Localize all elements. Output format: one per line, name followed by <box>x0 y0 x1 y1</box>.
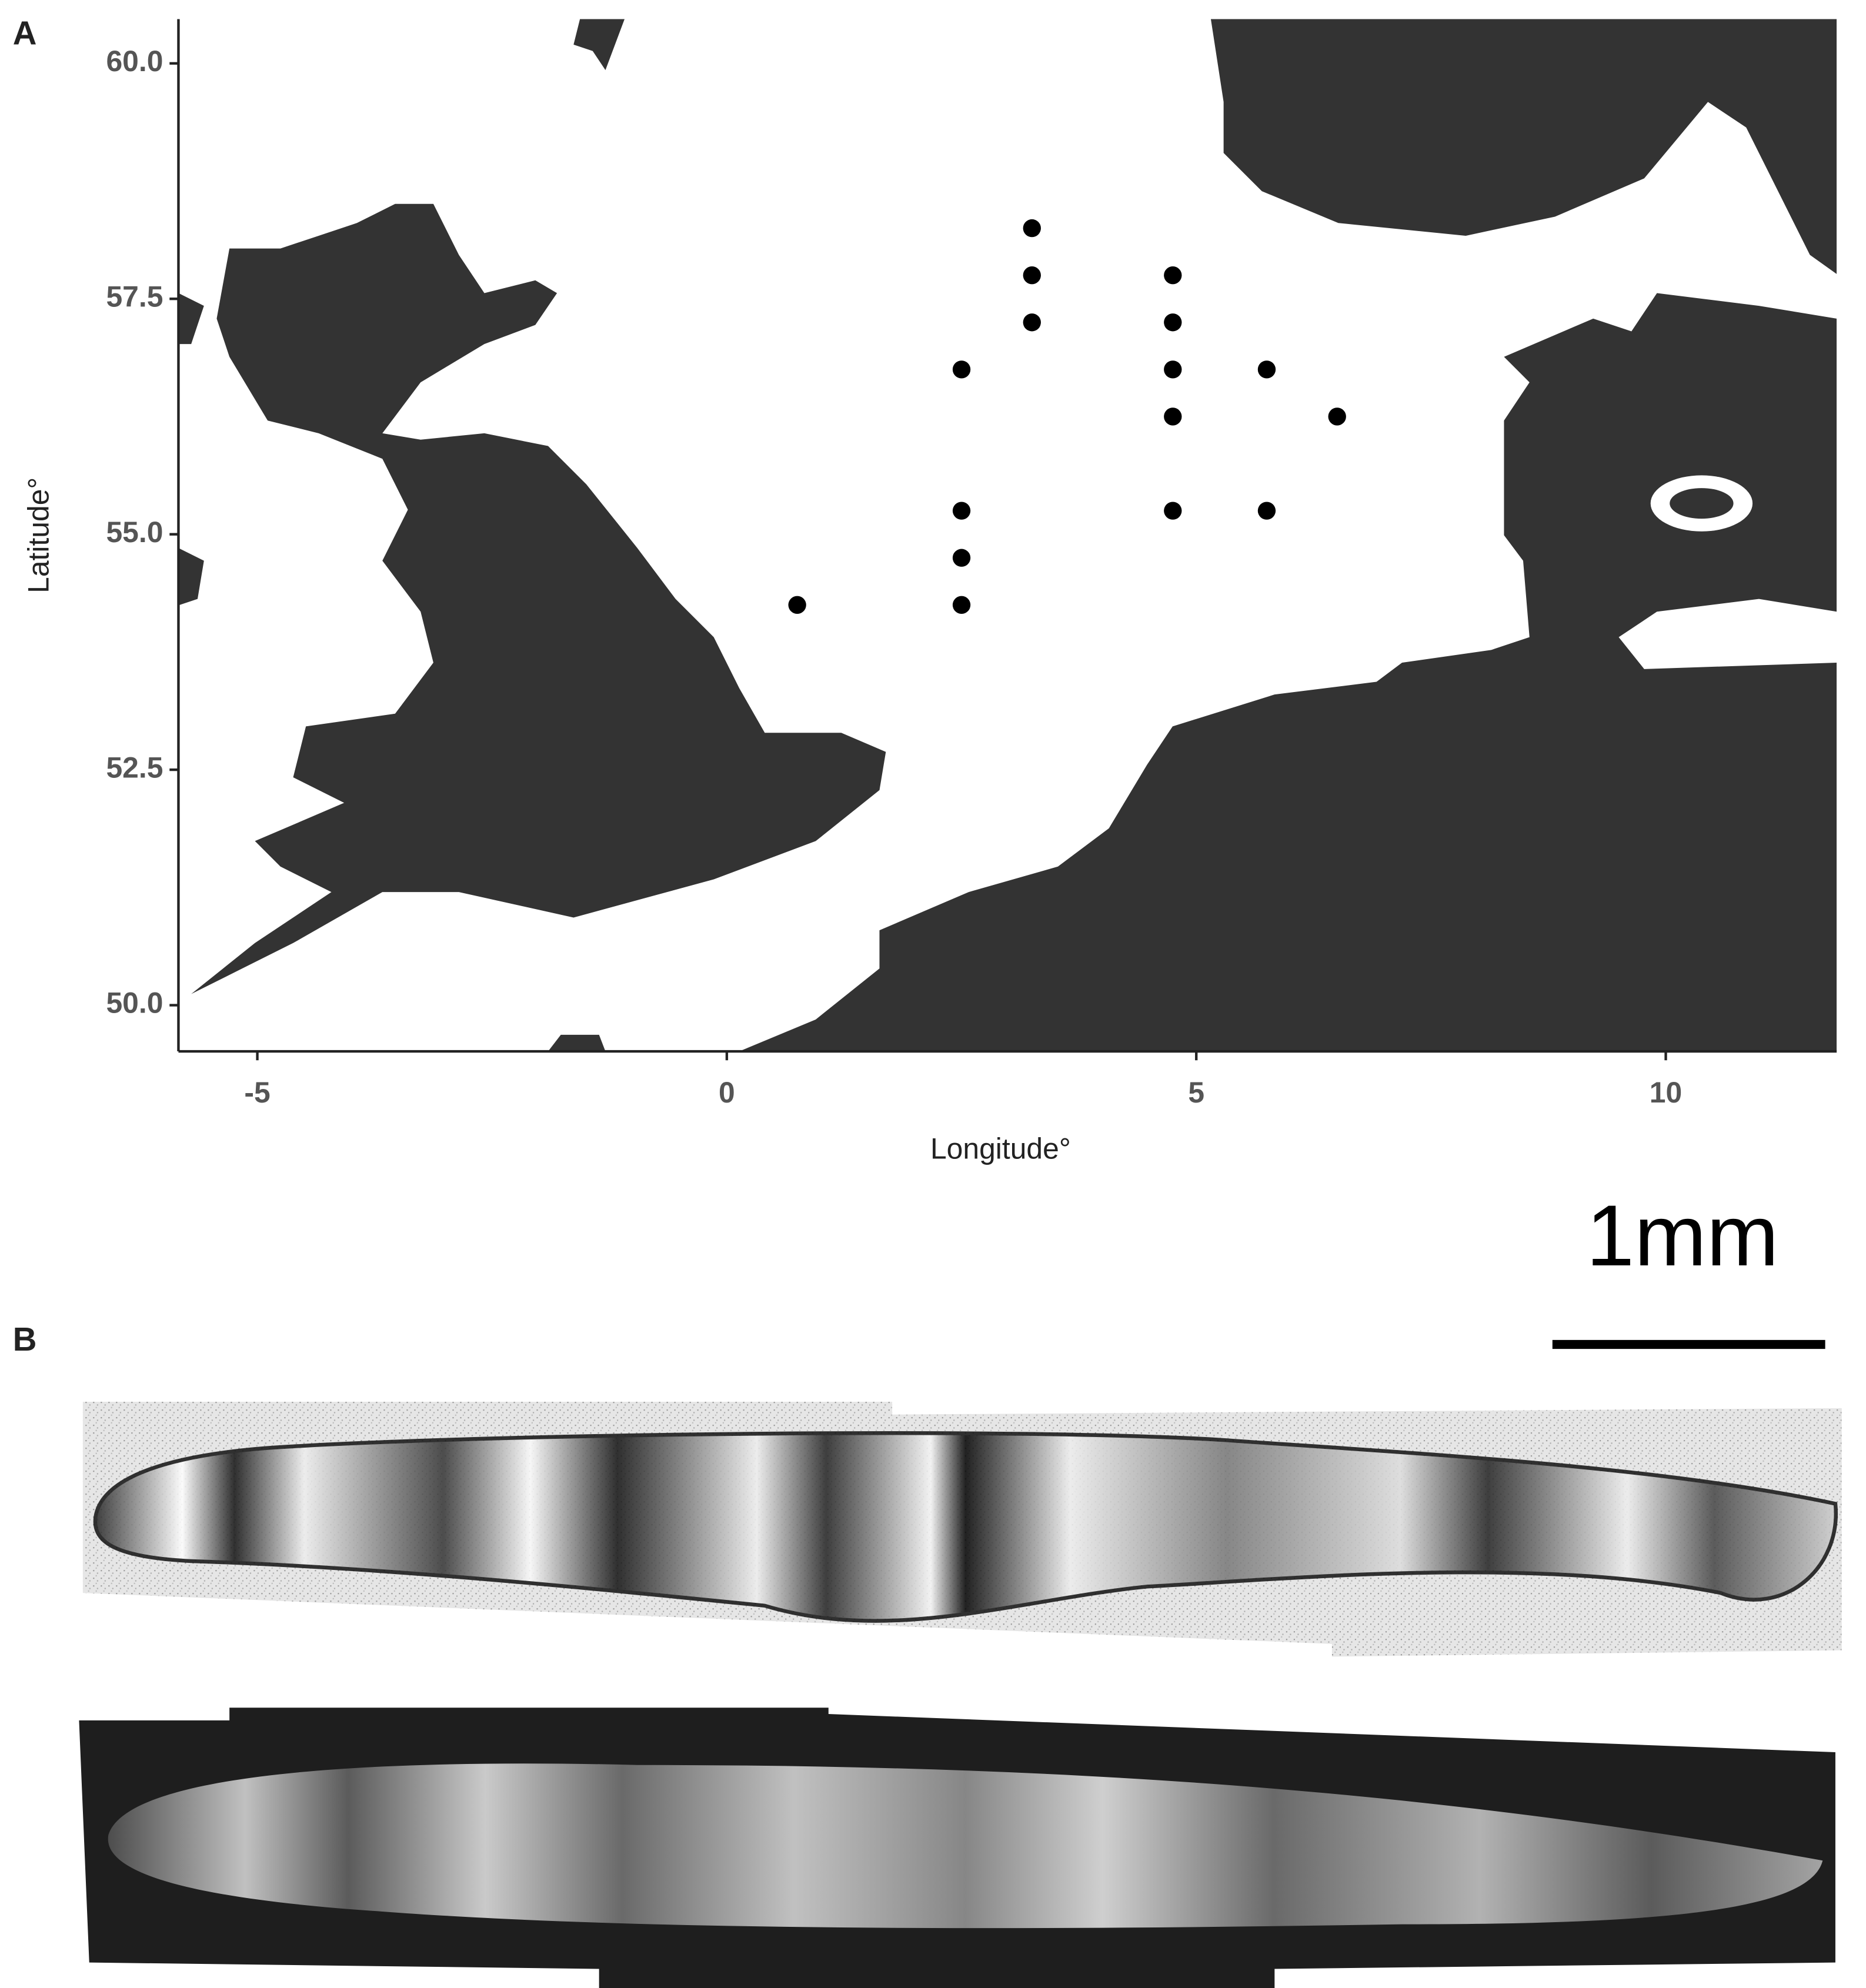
sample-point <box>1257 360 1276 379</box>
y-axis-title: Latitude° <box>22 477 55 593</box>
sample-point <box>1164 360 1182 379</box>
sample-point <box>952 596 971 614</box>
y-tick-label: 52.5 <box>106 751 163 784</box>
sample-point <box>1164 502 1182 520</box>
y-tick-label: 50.0 <box>106 987 163 1020</box>
sample-point <box>788 596 806 614</box>
sample-point <box>1023 266 1041 285</box>
sample-point <box>952 360 971 379</box>
sample-point <box>1257 502 1276 520</box>
sample-point <box>1328 407 1346 426</box>
sample-point <box>952 549 971 567</box>
x-tick-label: 5 <box>1188 1076 1204 1109</box>
sample-point <box>1164 407 1182 426</box>
x-tick-label: -5 <box>244 1076 270 1109</box>
otolith-image-reflected <box>79 1708 1835 1988</box>
x-tick-label: 10 <box>1650 1076 1682 1109</box>
y-tick-label: 60.0 <box>106 45 163 78</box>
y-tick-label: 55.0 <box>106 516 163 549</box>
sample-point <box>1023 313 1041 332</box>
panel-label: A <box>13 15 37 52</box>
sample-point <box>1164 313 1182 332</box>
y-tick-label: 57.5 <box>106 280 163 313</box>
panel-label: B <box>13 1321 37 1358</box>
sample-point <box>1023 219 1041 238</box>
x-tick-label: 0 <box>719 1076 735 1109</box>
otolith-image-transmitted <box>82 1402 1842 1657</box>
scale-bar-label: 1mm <box>1586 1188 1778 1284</box>
x-axis-title: Longitude° <box>930 1132 1071 1165</box>
map-land <box>178 19 1837 1052</box>
sample-point <box>952 502 971 520</box>
sample-point <box>1164 266 1182 285</box>
